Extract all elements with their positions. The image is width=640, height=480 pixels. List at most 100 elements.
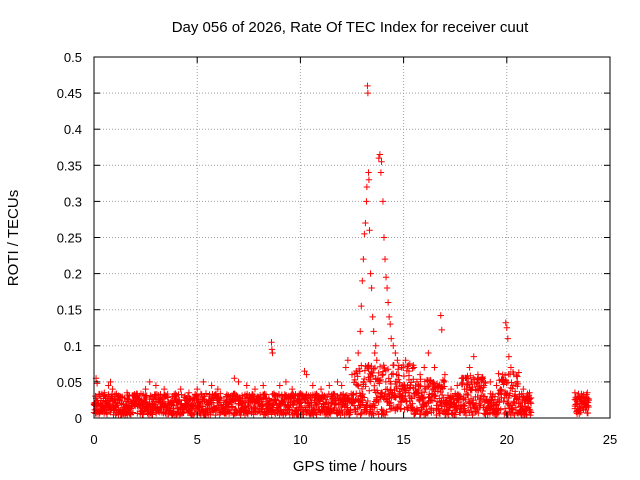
noise-point [373,397,381,404]
noise-point [396,379,403,386]
x-tick-label: 10 [293,432,307,447]
noise-point [275,390,283,398]
noise-point [121,394,128,402]
data-point [505,353,513,360]
noise-point [440,378,447,386]
data-point [354,349,362,357]
noise-point [583,398,591,406]
noise-point [216,399,223,406]
noise-point [432,392,439,400]
noise-point [514,394,522,402]
noise-point [497,386,504,393]
noise-point [351,376,358,384]
data-point [470,353,477,360]
noise-point [178,391,185,398]
data-point [526,389,533,396]
noise-point [332,396,339,404]
noise-point [584,409,592,417]
data-point [394,357,401,364]
noise-point [225,409,233,416]
noise-point [157,391,164,398]
noise-point [379,372,386,379]
noise-point [367,378,374,385]
data-point [520,385,527,393]
noise-point [176,396,183,403]
data-point [447,385,455,393]
data-point [499,371,506,378]
noise-point [369,410,377,417]
noise-point [406,385,413,392]
noise-point [259,403,266,410]
data-point [231,375,238,382]
noise-point [437,388,444,396]
data-point [115,393,122,400]
noise-point [375,398,382,406]
data-point [177,385,184,393]
y-tick-label: 0.35 [57,158,82,173]
noise-point [134,410,141,417]
noise-point [360,378,367,385]
noise-point [363,409,370,416]
noise-point [500,397,507,405]
noise-point [282,410,289,417]
data-point [524,393,531,400]
noise-point [207,396,214,404]
data-point [487,378,494,386]
noise-point [269,405,277,413]
data-point [382,274,390,281]
data-point [504,335,512,342]
noise-point [379,407,387,414]
noise-point [129,409,137,416]
noise-point [527,409,535,416]
data-point [571,389,579,396]
data-point [109,385,116,393]
noise-point [377,394,384,401]
noise-point [522,410,530,418]
data-point [507,364,515,371]
data-point [93,380,101,387]
data-point [383,284,391,292]
data-point [326,382,333,389]
data-point [503,324,510,331]
noise-point [498,387,505,394]
data-points [90,82,592,419]
data-point [366,227,373,234]
noise-point [501,405,509,412]
noise-point [356,368,364,375]
noise-point [481,393,489,400]
y-tick-label: 0.3 [64,194,82,209]
noise-point [478,398,486,405]
noise-point [164,394,171,401]
data-point [96,393,104,400]
noise-point [230,398,238,405]
noise-point [103,410,111,418]
noise-point [331,391,338,398]
noise-point [426,381,434,389]
noise-point [249,391,257,399]
noise-point [381,411,389,419]
noise-point [457,392,464,400]
y-tick-label: 0.4 [64,122,82,137]
noise-point [407,394,415,402]
noise-point [385,391,392,398]
noise-point [585,397,592,404]
noise-point [430,407,437,414]
noise-point [477,395,484,402]
y-tick-label: 0.1 [64,339,82,354]
noise-point [409,365,416,372]
noise-point [341,403,348,410]
data-point [372,342,379,349]
noise-point [452,411,460,418]
noise-point [438,402,445,410]
noise-point [449,393,456,401]
x-tick-label: 20 [500,432,514,447]
noise-point [262,391,270,398]
noise-point [364,397,371,405]
noise-point [392,393,400,401]
noise-point [262,394,269,402]
noise-point [282,409,290,417]
noise-point [355,397,363,405]
data-point [386,320,394,328]
noise-point [386,406,394,413]
noise-point [330,390,338,397]
